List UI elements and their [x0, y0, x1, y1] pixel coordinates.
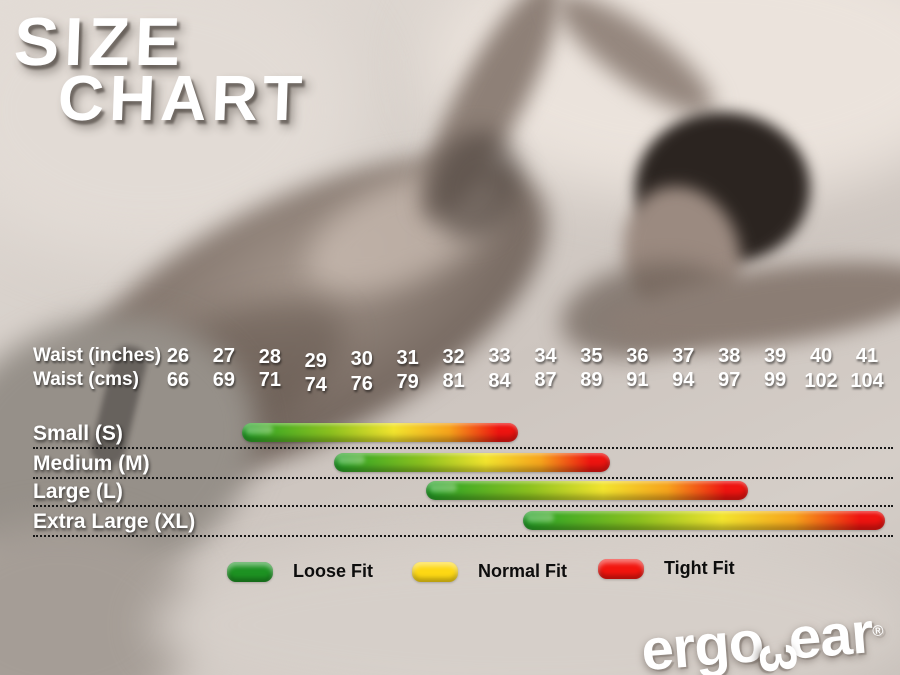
size-bar-medium-m	[334, 452, 610, 472]
waist-cm-value: 74	[304, 374, 327, 396]
waist-cm-value: 81	[442, 370, 465, 392]
waist-inch-value: 26	[166, 345, 190, 367]
waist-inch-value: 38	[718, 345, 741, 367]
logo-w-glyph: 3	[747, 641, 808, 674]
size-label-extra-large-xl: Extra Large (XL)	[33, 510, 196, 533]
size-row-medium-m: Medium (M)	[33, 450, 893, 479]
waist-cms-row: Waist (cms) 66 69 71 74 76 79 81 84 87 89 91 94 97 99…	[0, 368, 900, 396]
waist-inches-values: 26 27 28 29 30 31 32 33 34 35 36 37 38 39 40 41	[155, 344, 890, 372]
waist-cm-value: 84	[488, 370, 511, 392]
waist-cm-value: 79	[396, 371, 419, 393]
waist-inch-value: 28	[258, 346, 281, 368]
waist-inch-value: 37	[672, 345, 695, 367]
waist-cm-value: 97	[718, 369, 741, 391]
page-title: SIZE CHART	[13, 4, 309, 134]
registered-mark: ®	[872, 622, 885, 641]
waist-inch-value: 33	[488, 345, 511, 367]
legend-label-tight-fit: Tight Fit	[664, 558, 735, 578]
fit-legend: Loose Fit Normal Fit Tight Fit	[0, 558, 900, 591]
legend-swatch-normal-fit	[412, 561, 458, 582]
legend-item-tight-fit: Tight Fit	[598, 558, 735, 579]
waist-inch-value: 29	[304, 350, 327, 372]
size-row-small-s: Small (S)	[33, 420, 893, 449]
title-line-2: CHART	[56, 62, 309, 134]
waist-inch-value: 34	[534, 345, 557, 367]
waist-cm-value: 94	[672, 369, 695, 391]
waist-inches-row: Waist (inches) 26 27 28 29 30 31 32 33 34 35 36 37 3…	[0, 344, 900, 372]
waist-cm-value: 69	[212, 369, 236, 391]
waist-inches-label: Waist (inches)	[33, 345, 162, 366]
logo-text-ergo: ergo	[639, 608, 766, 675]
size-row-extra-large-xl: Extra Large (XL)	[33, 508, 893, 537]
waist-inch-value: 31	[396, 347, 419, 369]
size-row-large-l: Large (L)	[33, 478, 893, 507]
size-bar-extra-large-xl	[522, 511, 886, 530]
size-label-small-s: Small (S)	[33, 422, 123, 445]
waist-inch-value: 27	[212, 345, 236, 367]
size-bar-large-l	[426, 481, 748, 500]
size-label-large-l: Large (L)	[33, 480, 123, 503]
legend-swatch-tight-fit	[598, 558, 644, 579]
legend-swatch-loose-fit	[227, 561, 273, 582]
waist-cm-value: 66	[166, 369, 190, 391]
photo-sheet-bottom	[150, 540, 900, 675]
legend-label-normal-fit: Normal Fit	[478, 561, 568, 581]
size-label-medium-m: Medium (M)	[33, 451, 150, 475]
waist-inch-value: 32	[442, 346, 465, 368]
waist-cm-value: 91	[626, 369, 649, 391]
waist-inch-value: 30	[350, 348, 373, 370]
waist-cm-value: 87	[534, 369, 557, 391]
legend-item-loose-fit: Loose Fit	[227, 561, 373, 582]
waist-cms-values: 66 69 71 74 76 79 81 84 87 89 91 94 97 99 102 104	[155, 368, 890, 396]
waist-cm-value: 71	[258, 369, 281, 391]
waist-cm-value: 76	[350, 373, 373, 395]
legend-label-loose-fit: Loose Fit	[293, 561, 373, 581]
waist-inch-value: 39	[764, 345, 787, 367]
waist-inch-value: 36	[626, 345, 649, 367]
waist-cm-value: 104	[850, 370, 884, 392]
waist-cm-value: 99	[764, 369, 787, 391]
legend-item-normal-fit: Normal Fit	[412, 561, 567, 582]
waist-inch-value: 41	[855, 345, 879, 367]
size-bar-small-s	[242, 423, 518, 442]
waist-cm-value: 102	[804, 370, 838, 392]
waist-cm-value: 89	[580, 369, 603, 391]
waist-cms-label: Waist (cms)	[33, 369, 139, 390]
waist-inch-value: 40	[809, 345, 833, 367]
waist-inch-value: 35	[580, 345, 603, 367]
